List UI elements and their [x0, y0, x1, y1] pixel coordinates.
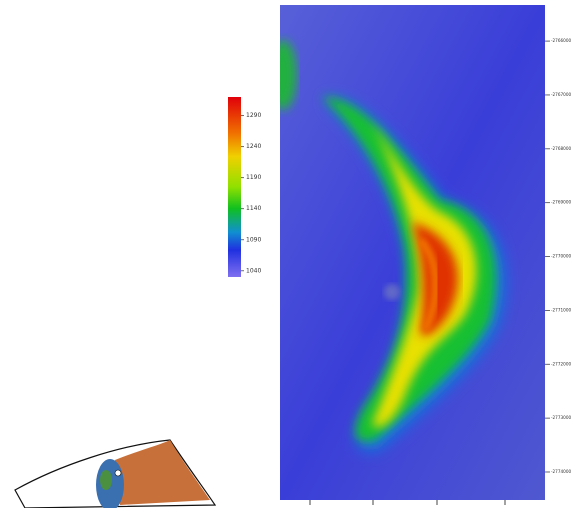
elevation-map [269, 5, 545, 500]
northing-tick-label: -2769000 [551, 200, 571, 205]
colorbar-tick-label: 1240 [246, 143, 261, 150]
colorbar-tick-label: 1140 [246, 205, 261, 212]
colorbar-tick-label: 1290 [246, 112, 261, 119]
map-figure: 1290 1240 1190 1140 1090 1040 -2766000 -2767000… [0, 0, 577, 508]
logo [15, 440, 215, 508]
northing-tick-label: -2770000 [551, 254, 571, 259]
northing-tick-label: -2774000 [551, 469, 571, 474]
northing-tick-label: -2772000 [551, 361, 571, 366]
northing-tick-label: -2767000 [551, 92, 571, 97]
colorbar-tick-label: 1040 [246, 267, 261, 274]
colorbar-tick-label: 1090 [246, 236, 261, 243]
colorbar [228, 97, 241, 277]
colorbar-tick-label: 1190 [246, 174, 261, 181]
northing-tick-label: -2771000 [551, 307, 571, 312]
northing-tick-label: -2766000 [551, 38, 571, 43]
northing-tick-label: -2773000 [551, 415, 571, 420]
northing-tick-label: -2768000 [551, 146, 571, 151]
bottom-axis [310, 500, 505, 505]
